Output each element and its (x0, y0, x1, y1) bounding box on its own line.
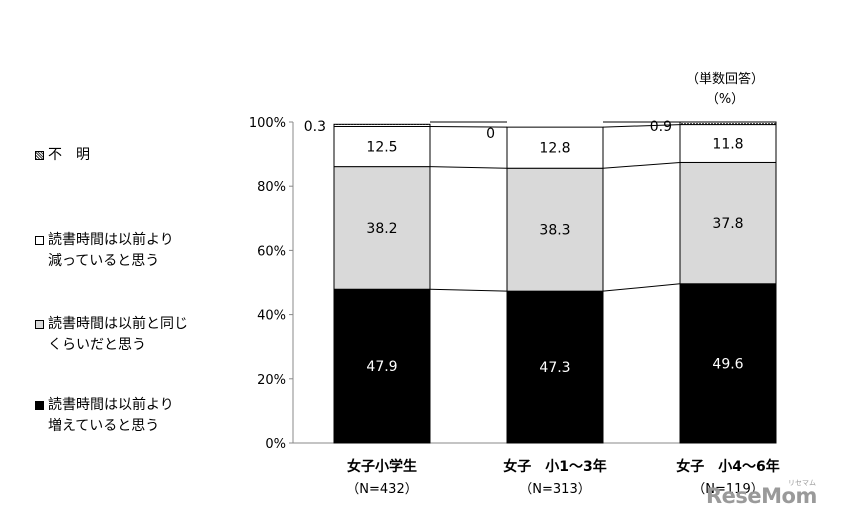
y-tick-label: 20% (257, 373, 286, 388)
bar-segment (679, 283, 777, 444)
category-label: 女子 小1～3年 (503, 458, 606, 475)
data-label: 0.9 (650, 119, 672, 135)
unit-note-line: （単数回答） (685, 72, 764, 87)
legend-item-increased: 読書時間は以前より 増えていると思う (35, 395, 174, 437)
data-label: 47.9 (366, 359, 397, 375)
legend-label: 不 明 (48, 147, 90, 163)
data-label: 12.8 (539, 141, 570, 157)
legend-label: 減っていると思う (48, 253, 160, 269)
bar-segment (679, 121, 777, 126)
data-label: 38.2 (366, 221, 397, 237)
category-label: 女子 小4～6年 (676, 458, 779, 475)
bar-segment (506, 167, 604, 292)
connector-line (602, 124, 681, 128)
y-tick-label: 0% (265, 437, 286, 452)
bar-segment (679, 124, 777, 163)
y-tick-label: 60% (257, 244, 286, 259)
legend-label: 増えていると思う (48, 418, 160, 434)
connector-line (429, 166, 508, 169)
legend-label: 読書時間は以前と同じ (48, 316, 188, 332)
connector-line (429, 125, 508, 128)
unit-note: （単数回答） （%） (670, 70, 780, 110)
y-tick-label: 40% (257, 309, 286, 324)
bar-segment (506, 126, 604, 169)
legend-item-decreased: 読書時間は以前より 減っていると思う (35, 230, 174, 272)
data-label: 49.6 (712, 356, 743, 372)
connector-line (602, 283, 681, 292)
category-sublabel: （N=432） (346, 482, 417, 497)
data-label: 0 (486, 126, 495, 142)
bar-segment (333, 123, 431, 127)
data-label: 0.3 (304, 119, 326, 135)
bar-segment (679, 161, 777, 285)
data-label: 37.8 (712, 216, 743, 232)
data-label: 47.3 (539, 360, 570, 376)
bar-segment (506, 290, 604, 444)
y-tick-label: 100% (249, 116, 286, 131)
legend-label: 読書時間は以前より (48, 397, 174, 413)
data-label: 11.8 (712, 137, 743, 153)
legend-swatch-same (35, 320, 44, 329)
watermark-logo: ReseMom (706, 484, 817, 508)
category-sublabel: （N=119） (692, 482, 763, 497)
legend-label: くらいだと思う (48, 337, 146, 353)
watermark-sub: リセマム (788, 479, 816, 487)
legend-item-same: 読書時間は以前と同じ くらいだと思う (35, 314, 188, 356)
connector-line (602, 161, 681, 169)
category-label: 女子小学生 (347, 458, 417, 475)
category-sublabel: （N=313） (519, 482, 590, 497)
data-label: 38.3 (539, 223, 570, 239)
legend-item-unknown: 不 明 (35, 145, 90, 166)
legend-swatch-increased (35, 401, 44, 410)
data-label: 12.5 (366, 140, 397, 156)
unit-note-line: （%） (705, 92, 745, 107)
legend-swatch-decreased (35, 236, 44, 245)
legend-label: 読書時間は以前より (48, 232, 174, 248)
connector-line (429, 288, 508, 292)
y-tick-label: 80% (257, 180, 286, 195)
legend-swatch-unknown (35, 151, 44, 160)
